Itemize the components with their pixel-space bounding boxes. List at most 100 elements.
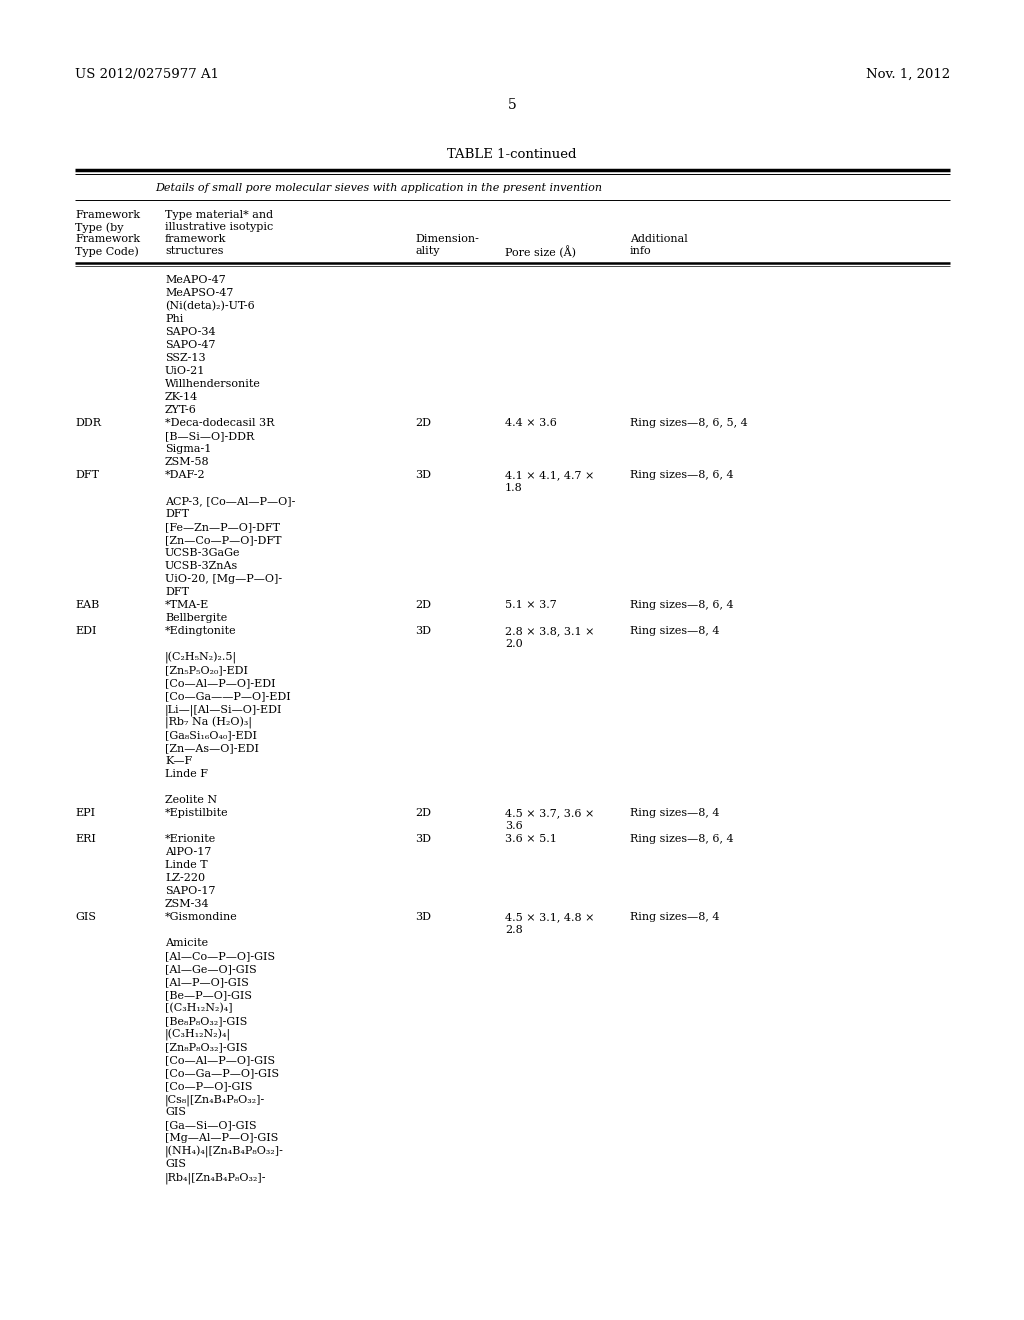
Text: MeAPSO-47: MeAPSO-47 — [165, 288, 233, 298]
Text: [Co—Al—P—O]-EDI: [Co—Al—P—O]-EDI — [165, 678, 275, 688]
Text: [Co—P—O]-GIS: [Co—P—O]-GIS — [165, 1081, 253, 1092]
Text: [Be—P—O]-GIS: [Be—P—O]-GIS — [165, 990, 252, 1001]
Text: DDR: DDR — [75, 418, 101, 428]
Text: [Ga—Si—O]-GIS: [Ga—Si—O]-GIS — [165, 1119, 257, 1130]
Text: Type material* and: Type material* and — [165, 210, 273, 220]
Text: Ring sizes—8, 4: Ring sizes—8, 4 — [630, 912, 720, 921]
Text: |Cs₈|[Zn₄B₄P₈O₃₂]-: |Cs₈|[Zn₄B₄P₈O₃₂]- — [165, 1094, 265, 1106]
Text: DFT: DFT — [75, 470, 99, 480]
Text: *Gismondine: *Gismondine — [165, 912, 238, 921]
Text: [Zn₈P₈O₃₂]-GIS: [Zn₈P₈O₃₂]-GIS — [165, 1041, 248, 1052]
Text: |Rb₄|[Zn₄B₄P₈O₃₂]-: |Rb₄|[Zn₄B₄P₈O₃₂]- — [165, 1172, 266, 1184]
Text: [Be₈P₈O₃₂]-GIS: [Be₈P₈O₃₂]-GIS — [165, 1016, 248, 1026]
Text: [Co—Al—P—O]-GIS: [Co—Al—P—O]-GIS — [165, 1055, 275, 1065]
Text: structures: structures — [165, 246, 223, 256]
Text: DFT: DFT — [165, 587, 189, 597]
Text: 1.8: 1.8 — [505, 483, 522, 492]
Text: 4.5 × 3.7, 3.6 ×: 4.5 × 3.7, 3.6 × — [505, 808, 594, 818]
Text: Sigma-1: Sigma-1 — [165, 444, 211, 454]
Text: illustrative isotypic: illustrative isotypic — [165, 222, 273, 232]
Text: 3D: 3D — [415, 626, 431, 636]
Text: 3.6: 3.6 — [505, 821, 522, 832]
Text: GIS: GIS — [165, 1159, 186, 1170]
Text: |Rb₇ Na (H₂O)₃|: |Rb₇ Na (H₂O)₃| — [165, 717, 252, 729]
Text: framework: framework — [165, 234, 226, 244]
Text: Ring sizes—8, 4: Ring sizes—8, 4 — [630, 626, 720, 636]
Text: AlPO-17: AlPO-17 — [165, 847, 211, 857]
Text: Framework: Framework — [75, 210, 140, 220]
Text: Ring sizes—8, 6, 5, 4: Ring sizes—8, 6, 5, 4 — [630, 418, 748, 428]
Text: 2.8: 2.8 — [505, 925, 522, 935]
Text: [Mg—Al—P—O]-GIS: [Mg—Al—P—O]-GIS — [165, 1133, 279, 1143]
Text: Framework: Framework — [75, 234, 140, 244]
Text: UiO-21: UiO-21 — [165, 366, 206, 376]
Text: UCSB-3GaGe: UCSB-3GaGe — [165, 548, 241, 558]
Text: 2.0: 2.0 — [505, 639, 522, 649]
Text: Ring sizes—8, 6, 4: Ring sizes—8, 6, 4 — [630, 834, 733, 843]
Text: 2D: 2D — [415, 601, 431, 610]
Text: 2D: 2D — [415, 418, 431, 428]
Text: ACP-3, [Co—Al—P—O]-: ACP-3, [Co—Al—P—O]- — [165, 496, 295, 506]
Text: ality: ality — [415, 246, 439, 256]
Text: |(NH₄)₄|[Zn₄B₄P₈O₃₂]-: |(NH₄)₄|[Zn₄B₄P₈O₃₂]- — [165, 1146, 284, 1158]
Text: [Zn₅P₅O₂₀]-EDI: [Zn₅P₅O₂₀]-EDI — [165, 665, 248, 675]
Text: Ring sizes—8, 6, 4: Ring sizes—8, 6, 4 — [630, 601, 733, 610]
Text: MeAPO-47: MeAPO-47 — [165, 275, 225, 285]
Text: [Al—P—O]-GIS: [Al—P—O]-GIS — [165, 977, 249, 987]
Text: 3.6 × 5.1: 3.6 × 5.1 — [505, 834, 557, 843]
Text: [Al—Co—P—O]-GIS: [Al—Co—P—O]-GIS — [165, 950, 275, 961]
Text: Type Code): Type Code) — [75, 246, 138, 256]
Text: EDI: EDI — [75, 626, 96, 636]
Text: SAPO-34: SAPO-34 — [165, 327, 216, 337]
Text: 2D: 2D — [415, 808, 431, 818]
Text: Nov. 1, 2012: Nov. 1, 2012 — [866, 69, 950, 81]
Text: Phi: Phi — [165, 314, 183, 323]
Text: Details of small pore molecular sieves with application in the present invention: Details of small pore molecular sieves w… — [155, 183, 602, 193]
Text: |Li—|[Al—Si—O]-EDI: |Li—|[Al—Si—O]-EDI — [165, 704, 283, 715]
Text: Dimension-: Dimension- — [415, 234, 479, 244]
Text: [Co—Ga—P—O]-GIS: [Co—Ga—P—O]-GIS — [165, 1068, 280, 1078]
Text: Type (by: Type (by — [75, 222, 124, 232]
Text: 4.5 × 3.1, 4.8 ×: 4.5 × 3.1, 4.8 × — [505, 912, 595, 921]
Text: Linde F: Linde F — [165, 770, 208, 779]
Text: [Co—Ga——P—O]-EDI: [Co—Ga——P—O]-EDI — [165, 690, 291, 701]
Text: Ring sizes—8, 6, 4: Ring sizes—8, 6, 4 — [630, 470, 733, 480]
Text: ZSM-34: ZSM-34 — [165, 899, 210, 909]
Text: 2.8 × 3.8, 3.1 ×: 2.8 × 3.8, 3.1 × — [505, 626, 595, 636]
Text: UiO-20, [Mg—P—O]-: UiO-20, [Mg—P—O]- — [165, 574, 283, 583]
Text: 3D: 3D — [415, 470, 431, 480]
Text: [Fe—Zn—P—O]-DFT: [Fe—Zn—P—O]-DFT — [165, 521, 280, 532]
Text: [Ga₈Si₁₆O₄₀]-EDI: [Ga₈Si₁₆O₄₀]-EDI — [165, 730, 257, 741]
Text: 4.4 × 3.6: 4.4 × 3.6 — [505, 418, 557, 428]
Text: SSZ-13: SSZ-13 — [165, 352, 206, 363]
Text: info: info — [630, 246, 651, 256]
Text: LZ-220: LZ-220 — [165, 873, 205, 883]
Text: US 2012/0275977 A1: US 2012/0275977 A1 — [75, 69, 219, 81]
Text: (Ni(deta)₂)-UT-6: (Ni(deta)₂)-UT-6 — [165, 301, 255, 312]
Text: *Deca-dodecasil 3R: *Deca-dodecasil 3R — [165, 418, 274, 428]
Text: 3D: 3D — [415, 912, 431, 921]
Text: GIS: GIS — [165, 1107, 186, 1117]
Text: [B—Si—O]-DDR: [B—Si—O]-DDR — [165, 432, 254, 441]
Text: Ring sizes—8, 4: Ring sizes—8, 4 — [630, 808, 720, 818]
Text: GIS: GIS — [75, 912, 96, 921]
Text: *Epistilbite: *Epistilbite — [165, 808, 228, 818]
Text: ZK-14: ZK-14 — [165, 392, 199, 403]
Text: [(C₃H₁₂N₂)₄]: [(C₃H₁₂N₂)₄] — [165, 1003, 232, 1014]
Text: Additional: Additional — [630, 234, 688, 244]
Text: ZYT-6: ZYT-6 — [165, 405, 197, 414]
Text: Zeolite N: Zeolite N — [165, 795, 217, 805]
Text: [Al—Ge—O]-GIS: [Al—Ge—O]-GIS — [165, 964, 257, 974]
Text: |(C₃H₁₂N₂)₄|: |(C₃H₁₂N₂)₄| — [165, 1030, 231, 1041]
Text: *DAF-2: *DAF-2 — [165, 470, 206, 480]
Text: Pore size (Å): Pore size (Å) — [505, 246, 575, 259]
Text: |(C₂H₅N₂)₂.5|: |(C₂H₅N₂)₂.5| — [165, 652, 238, 664]
Text: EPI: EPI — [75, 808, 95, 818]
Text: 5: 5 — [508, 98, 516, 112]
Text: Linde T: Linde T — [165, 861, 208, 870]
Text: Willhendersonite: Willhendersonite — [165, 379, 261, 389]
Text: 5.1 × 3.7: 5.1 × 3.7 — [505, 601, 557, 610]
Text: Amicite: Amicite — [165, 939, 208, 948]
Text: ERI: ERI — [75, 834, 96, 843]
Text: 4.1 × 4.1, 4.7 ×: 4.1 × 4.1, 4.7 × — [505, 470, 594, 480]
